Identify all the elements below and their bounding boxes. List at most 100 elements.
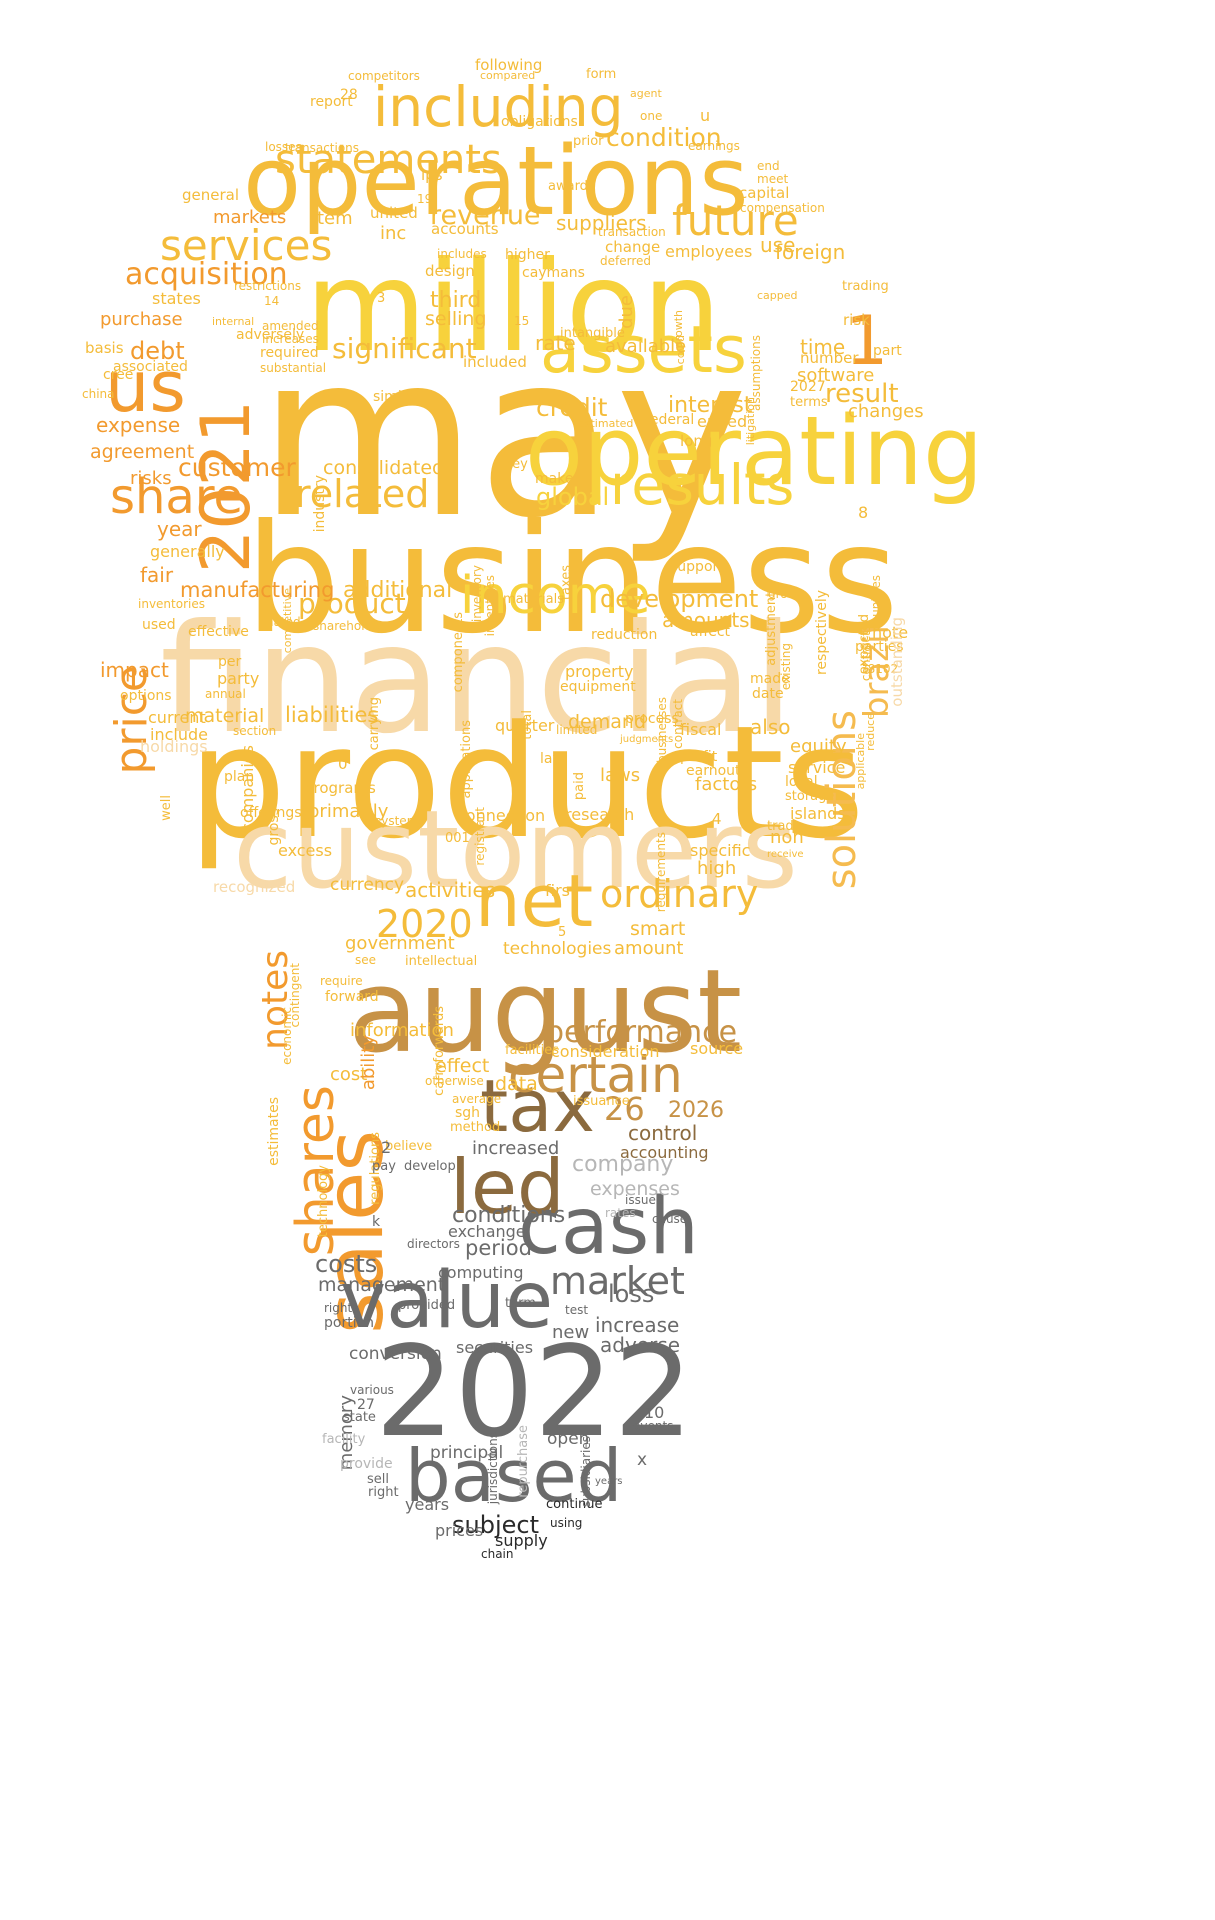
word-assumptions: assumptions — [749, 335, 763, 412]
word-gross: gross — [266, 808, 282, 846]
word-purchase: purchase — [100, 309, 183, 330]
word-subsidiaries: subsidiaries — [579, 1436, 593, 1508]
word-deferred: deferred — [600, 254, 651, 268]
word-includes: includes — [437, 247, 487, 261]
word-acquisition: acquisition — [125, 257, 288, 292]
word-report: report — [310, 94, 353, 110]
word-one: one — [640, 109, 663, 123]
word-sell: sell — [367, 1472, 389, 1487]
word-service: service — [788, 758, 846, 777]
word-registrant: registrant — [473, 807, 487, 866]
word-agent: agent — [630, 87, 662, 100]
word-reduction: reduction — [591, 627, 658, 643]
word-fiscal: fiscal — [680, 720, 722, 739]
word-note: note — [872, 623, 909, 642]
word-well: well — [159, 795, 174, 821]
word-effect: effect — [435, 1055, 490, 1077]
word-financial: financial — [160, 593, 795, 767]
word-chain: chain — [481, 1547, 514, 1561]
word-result: result — [825, 379, 899, 409]
word-august: august — [348, 945, 743, 1079]
word-prior: prior — [573, 134, 604, 149]
word-suppliers: suppliers — [556, 211, 647, 235]
word-facilities: facilities — [505, 1043, 560, 1058]
word-make: make — [535, 471, 574, 487]
word-selling: selling — [425, 308, 487, 330]
word-obligations: obligations — [501, 114, 578, 130]
word-party: party — [217, 669, 260, 688]
word-taxes: taxes — [559, 565, 574, 601]
word-intellectual: intellectual — [405, 954, 478, 969]
word-higher: higher — [505, 247, 550, 263]
word-property: property — [565, 662, 634, 681]
word-develop: develop — [404, 1159, 456, 1174]
word-process: process — [625, 711, 679, 727]
word-options: options — [120, 688, 172, 704]
word-china: china — [82, 387, 115, 401]
word-capped: capped — [757, 289, 798, 302]
word-year: year — [157, 517, 202, 541]
word-management: management — [318, 1274, 446, 1296]
word-united: united — [370, 204, 418, 222]
word-programs: programs — [304, 779, 376, 797]
word-profit: profit — [680, 749, 718, 765]
word-fair: fair — [140, 563, 174, 587]
word-factors: factors — [695, 774, 758, 795]
word-liabilities: liabilities — [285, 703, 379, 727]
word-condition: condition — [606, 123, 722, 152]
word-time: time — [800, 335, 846, 359]
word-part: part — [873, 343, 902, 359]
word-transactions: transactions — [285, 141, 360, 155]
word-amounts: amounts — [662, 608, 750, 632]
word-outstanding: outstanding — [888, 617, 906, 707]
word-item: item — [312, 208, 353, 229]
word-continue: continue — [546, 1497, 603, 1512]
word-10: 10 — [644, 1403, 665, 1422]
word-ordinary: ordinary — [600, 872, 759, 916]
word-trade: trade — [767, 819, 802, 834]
word-form: form — [586, 67, 617, 82]
word-carrying: carrying — [367, 697, 382, 751]
word-subject: subject — [452, 1511, 539, 1539]
word-equipment: equipment — [560, 679, 636, 695]
word-38102: 38102 — [860, 662, 899, 676]
word-rate: rate — [535, 331, 576, 355]
word-activities: activities — [405, 878, 496, 902]
word-test: test — [565, 1303, 589, 1317]
word-research: research — [565, 805, 635, 824]
word-substantial: substantial — [260, 361, 327, 375]
word-15: 15 — [514, 314, 530, 328]
word-27: 27 — [357, 1397, 375, 1413]
word-14: 14 — [264, 294, 280, 308]
word-dated: dated — [266, 615, 301, 629]
word-end: end — [757, 159, 780, 173]
word-accounts: accounts — [431, 220, 499, 238]
word-method: method — [450, 1120, 501, 1135]
word-4: 4 — [712, 810, 722, 828]
word-operating: operating — [525, 397, 984, 507]
word-2027: 2027 — [790, 379, 826, 395]
word-holdings: holdings — [140, 737, 208, 756]
word-customer: customer — [178, 453, 296, 482]
word-issuance: issuance — [573, 1094, 630, 1109]
word-costs: costs — [315, 1250, 378, 1278]
word-ability: ability — [358, 1035, 379, 1091]
word-act: act — [437, 421, 458, 436]
word-excess: excess — [278, 841, 333, 860]
word-k: k — [372, 1214, 381, 1230]
word-amended: amended — [262, 319, 319, 333]
word-products: products — [188, 692, 865, 873]
word-million: million — [305, 235, 722, 380]
word-customers: customers — [233, 788, 798, 913]
word-pay: pay — [372, 1159, 396, 1174]
word-changes: changes — [848, 401, 924, 422]
word-inc: inc — [380, 223, 407, 244]
word-local: local — [785, 774, 818, 790]
word-directors: directors — [407, 1237, 460, 1251]
word-covid: covid — [674, 335, 687, 365]
word-material: material — [185, 705, 265, 727]
word-existing: existing — [779, 643, 793, 691]
word-federal: federal — [645, 412, 695, 428]
word-conversion: conversion — [349, 1344, 442, 1364]
word-technologies: technologies — [503, 939, 612, 959]
